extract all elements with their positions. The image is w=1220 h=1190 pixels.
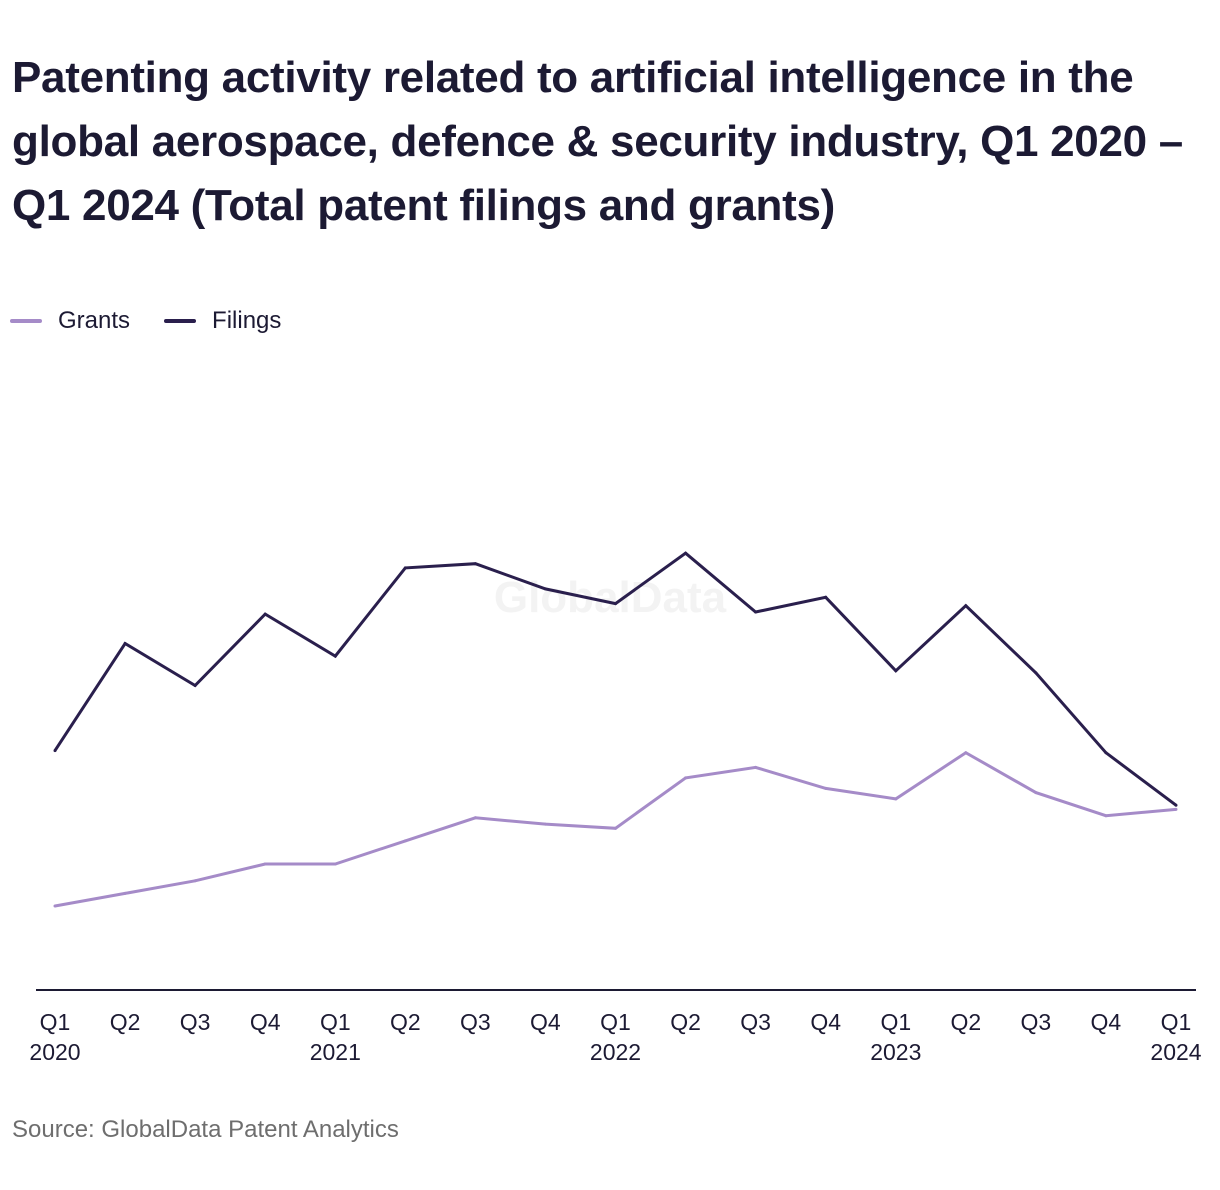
legend-swatch-filings bbox=[164, 319, 197, 323]
x-tick-label: Q4 bbox=[530, 1009, 561, 1035]
data-point-filings bbox=[1034, 671, 1038, 675]
legend-label-filings: Filings bbox=[212, 307, 282, 334]
x-axis-ticks: Q1 2020 Q2 Q3 Q4 Q1 2021 Q2 Q3 Q4 Q1 2022 Q2 Q3 Q4 Q1 20… bbox=[29, 1009, 1201, 1065]
data-point-grants bbox=[333, 862, 337, 866]
x-tick-label: Q1 bbox=[600, 1009, 631, 1035]
legend-swatch-grants bbox=[10, 319, 42, 323]
x-tick-label: Q1 bbox=[320, 1009, 351, 1035]
x-tick-label: Q2 bbox=[670, 1009, 701, 1035]
x-tick-label: Q1 bbox=[40, 1009, 71, 1035]
legend: Grants Filings bbox=[10, 306, 315, 336]
data-point-filings bbox=[824, 595, 828, 599]
x-tick-label: Q4 bbox=[810, 1009, 841, 1035]
legend-label-grants: Grants bbox=[58, 307, 131, 334]
source-note: Source: GlobalData Patent Analytics bbox=[12, 1116, 399, 1143]
data-point-grants bbox=[1104, 814, 1108, 818]
data-point-filings bbox=[894, 669, 898, 673]
data-point-filings bbox=[1174, 803, 1178, 807]
x-tick-label: Q3 bbox=[460, 1009, 491, 1035]
x-tick-label: Q2 bbox=[390, 1009, 421, 1035]
data-point-filings bbox=[123, 642, 127, 645]
data-point-filings bbox=[754, 610, 758, 614]
chart-title: Patenting activity related to artificial… bbox=[12, 53, 1183, 230]
legend-item-grants: Grants bbox=[10, 307, 130, 335]
data-point-filings bbox=[964, 604, 968, 608]
data-point-grants bbox=[193, 879, 197, 883]
line-chart: GlobalData Q1 2020 Q2 Q3 Q4 Q1 2021 Q2 Q3 Q4 Q1 202… bbox=[29, 551, 1202, 1065]
x-tick-label: Q2 bbox=[110, 1009, 141, 1035]
data-point-filings bbox=[684, 551, 688, 555]
x-tick-year-label: 2021 bbox=[310, 1039, 361, 1065]
x-tick-label: Q4 bbox=[1091, 1009, 1122, 1035]
x-tick-label: Q1 bbox=[1161, 1009, 1192, 1035]
x-tick-label: Q3 bbox=[740, 1009, 771, 1035]
data-point-grants bbox=[754, 765, 758, 769]
data-point-filings bbox=[1104, 751, 1108, 755]
data-point-grants bbox=[684, 776, 688, 780]
x-tick-label: Q3 bbox=[180, 1009, 211, 1035]
x-tick-label: Q2 bbox=[950, 1009, 981, 1035]
data-point-grants bbox=[263, 862, 267, 866]
data-point-grants bbox=[123, 891, 127, 895]
data-point-grants bbox=[403, 839, 407, 843]
x-tick-label: Q4 bbox=[250, 1009, 281, 1035]
x-tick-year-label: 2024 bbox=[1150, 1039, 1201, 1065]
data-point-filings bbox=[333, 654, 337, 658]
data-point-filings bbox=[403, 566, 407, 570]
x-tick-year-label: 2022 bbox=[590, 1039, 641, 1065]
data-point-grants bbox=[824, 786, 828, 790]
x-tick-label: Q3 bbox=[1021, 1009, 1052, 1035]
data-point-filings bbox=[543, 587, 547, 591]
data-point-grants bbox=[473, 816, 477, 820]
x-tick-label: Q1 bbox=[880, 1009, 911, 1035]
data-point-filings bbox=[614, 602, 617, 606]
data-point-filings bbox=[473, 562, 477, 566]
series-layer bbox=[53, 551, 1178, 908]
data-point-grants bbox=[53, 904, 57, 908]
data-point-filings bbox=[193, 684, 197, 687]
data-point-grants bbox=[964, 751, 968, 755]
data-point-grants bbox=[1034, 791, 1038, 795]
data-point-grants bbox=[543, 822, 547, 826]
x-tick-year-label: 2020 bbox=[29, 1039, 80, 1065]
legend-item-filings: Filings bbox=[164, 307, 281, 335]
data-point-filings bbox=[263, 612, 267, 616]
watermark: GlobalData bbox=[494, 573, 727, 622]
data-point-grants bbox=[894, 797, 898, 801]
data-point-grants bbox=[1174, 807, 1178, 811]
data-point-filings bbox=[53, 749, 57, 753]
x-tick-year-label: 2023 bbox=[870, 1039, 921, 1065]
data-point-grants bbox=[614, 826, 617, 830]
